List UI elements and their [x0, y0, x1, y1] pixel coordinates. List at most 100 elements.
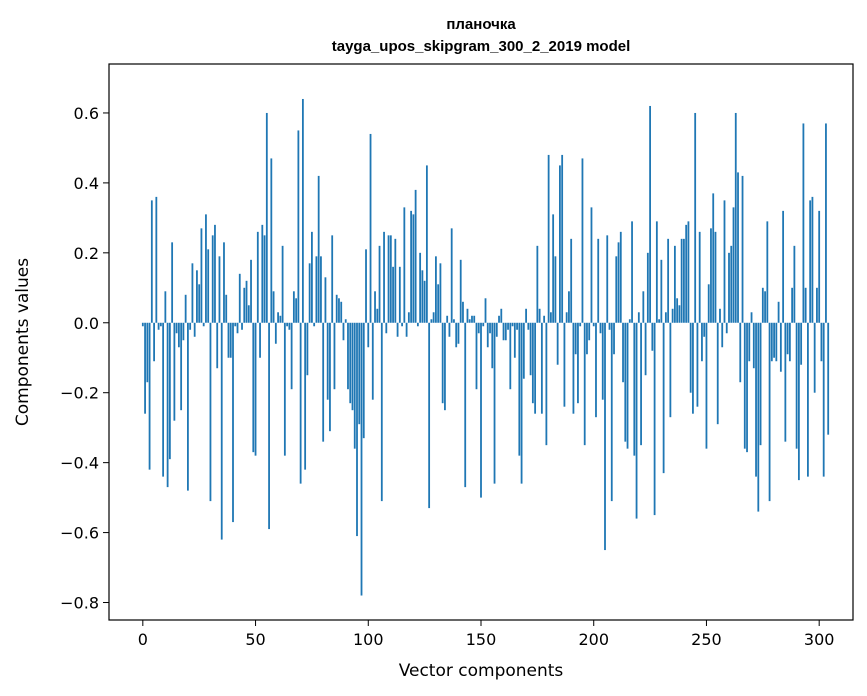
bar [419, 252, 422, 323]
bar [218, 256, 221, 323]
bar [150, 200, 153, 323]
bar [229, 322, 232, 358]
bar [741, 175, 744, 323]
bar [245, 280, 248, 323]
bar [340, 301, 343, 323]
bar [155, 196, 158, 323]
bar [705, 322, 708, 449]
bar [689, 322, 692, 393]
bar [773, 322, 775, 358]
bar [448, 322, 451, 337]
bar [182, 322, 185, 341]
bar [597, 238, 600, 323]
bar [196, 270, 198, 323]
bar [804, 287, 807, 323]
bar [493, 322, 496, 484]
bar [270, 158, 273, 323]
bar [398, 266, 401, 323]
x-axis-ticks: 0 50 100 150 200 250 300 [138, 620, 834, 649]
bar [356, 322, 358, 537]
bar [608, 322, 611, 330]
bar [761, 287, 764, 323]
bar [430, 319, 433, 323]
bar [554, 256, 557, 323]
bar [254, 322, 257, 456]
bar [640, 322, 642, 446]
plot-area-frame [108, 63, 854, 621]
bar [252, 322, 255, 453]
y-tick-label: 0.4 [74, 174, 99, 193]
bar [385, 322, 388, 334]
bar [734, 112, 737, 323]
bar [498, 315, 500, 323]
bar [538, 308, 541, 323]
bar [619, 231, 622, 323]
bar [730, 245, 733, 323]
bar [486, 322, 489, 348]
bar [148, 322, 151, 470]
bar [816, 287, 818, 323]
y-tick-label: −0.8 [60, 594, 99, 613]
bar [572, 322, 575, 414]
bar [473, 315, 476, 323]
bar [676, 298, 679, 323]
bar [263, 235, 266, 323]
bar [401, 322, 403, 327]
bar [786, 322, 789, 355]
bar [146, 322, 149, 383]
bar [387, 235, 390, 323]
bar [484, 298, 487, 323]
bar [144, 322, 146, 414]
bar [527, 322, 530, 330]
bar [168, 322, 171, 460]
bar [268, 322, 270, 530]
bar [374, 291, 376, 323]
bar [265, 112, 268, 323]
bar [588, 322, 591, 341]
bar [491, 322, 494, 369]
bar [825, 123, 827, 323]
bar [297, 130, 300, 323]
bar [216, 322, 219, 369]
bar [732, 207, 735, 323]
bar [574, 322, 577, 355]
bar [766, 221, 769, 323]
bar [223, 242, 225, 323]
bar [631, 221, 633, 323]
bar [383, 231, 385, 323]
bar [367, 322, 370, 348]
bar [435, 256, 437, 323]
bar [779, 322, 782, 372]
bar [281, 245, 284, 323]
bar [489, 322, 491, 334]
bar [243, 287, 246, 323]
bar [214, 224, 216, 323]
y-tick-label: 0.2 [74, 244, 99, 263]
bar [238, 273, 241, 323]
bar [570, 238, 573, 323]
bar [752, 322, 755, 369]
bar [770, 322, 773, 362]
bar [628, 319, 631, 323]
x-axis-label: Vector components [399, 661, 564, 681]
bar [626, 322, 629, 449]
bar [673, 245, 676, 323]
bar [703, 322, 706, 337]
x-tick-label: 50 [245, 630, 265, 649]
bar [777, 301, 780, 323]
bar [764, 291, 766, 323]
bar [227, 322, 230, 358]
bar [292, 291, 295, 323]
bar [644, 322, 647, 376]
bar [317, 175, 320, 323]
bar [392, 266, 394, 323]
bar [202, 322, 205, 327]
bar [622, 322, 624, 383]
bar [658, 319, 661, 323]
bar [599, 322, 602, 334]
bar [549, 312, 552, 323]
bar [750, 312, 753, 323]
bar [642, 291, 645, 323]
bar [164, 291, 167, 323]
